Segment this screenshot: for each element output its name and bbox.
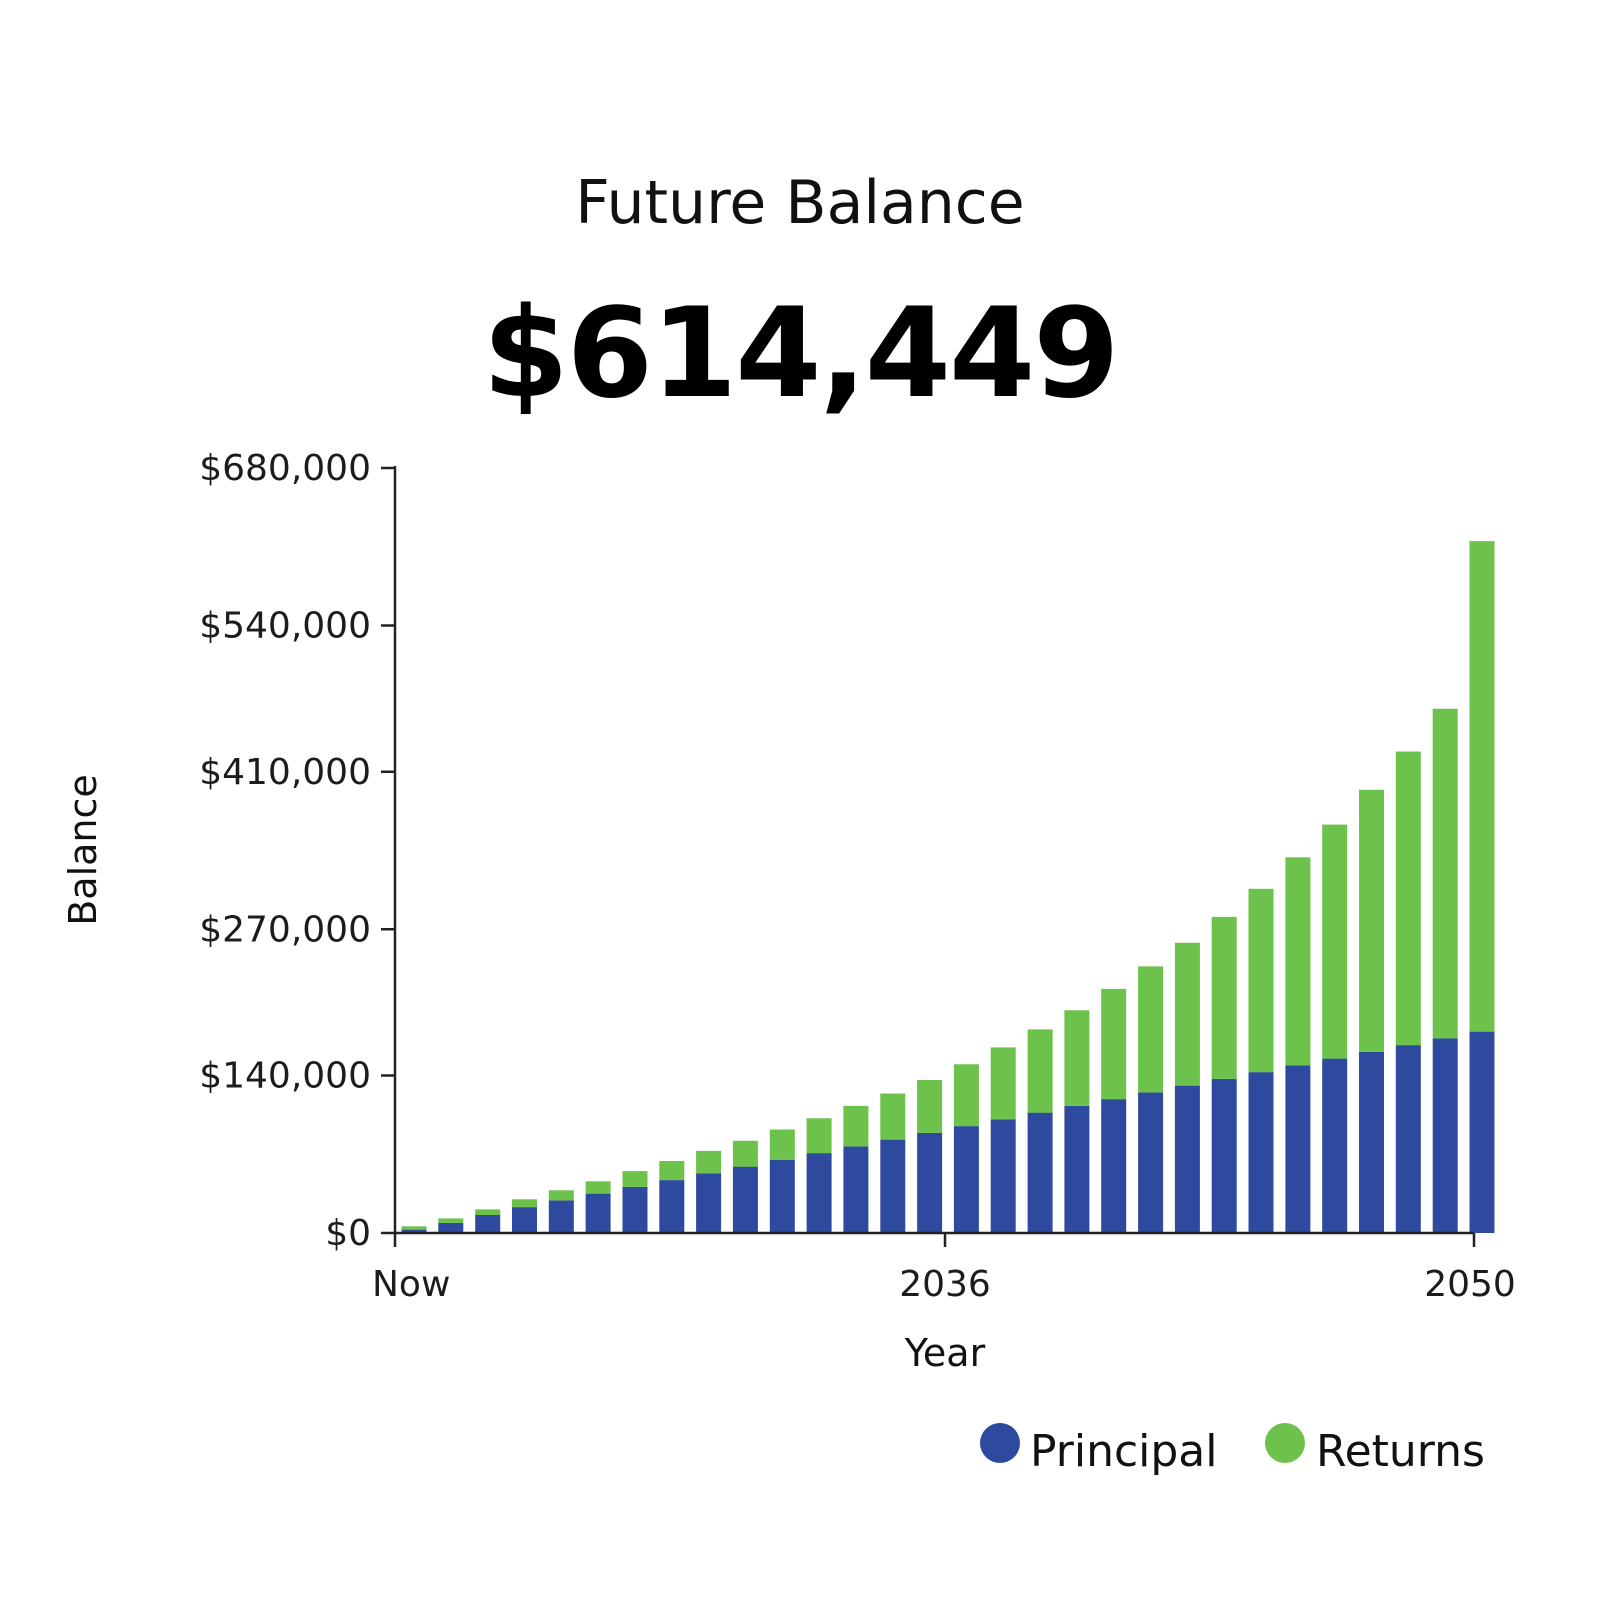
returns-bar-15 <box>953 1064 979 1127</box>
returns-bar-5 <box>585 1181 611 1194</box>
y-tick-label-0: $0 <box>325 1213 371 1254</box>
returns-bar-26 <box>1359 789 1384 1052</box>
principal-bar-16 <box>990 1119 1016 1233</box>
legend-label-returns: Returns <box>1316 1426 1485 1477</box>
returns-bar-13 <box>880 1093 906 1140</box>
returns-bar-9 <box>732 1140 758 1167</box>
y-tick-label-4: $540,000 <box>199 606 371 647</box>
returns-bar-17 <box>1027 1029 1053 1113</box>
principal-bar-19 <box>1101 1099 1127 1233</box>
principal-bar-15 <box>953 1126 979 1233</box>
legend-swatch-principal <box>980 1423 1020 1463</box>
returns-bar-6 <box>622 1171 648 1187</box>
returns-bar-18 <box>1064 1010 1090 1106</box>
x-axis-title: Year <box>904 1331 986 1375</box>
principal-bar-3 <box>512 1207 537 1233</box>
x-tick-label-1: 2036 <box>899 1264 991 1305</box>
returns-bar-0 <box>401 1226 427 1230</box>
returns-bar-1 <box>438 1218 464 1223</box>
future-balance-total: $614,449 <box>482 282 1119 426</box>
principal-bar-6 <box>622 1186 648 1233</box>
principal-bar-4 <box>548 1200 574 1233</box>
returns-bar-4 <box>548 1190 574 1201</box>
chart-title: Future Balance <box>575 168 1025 238</box>
y-axis-title: Balance <box>61 774 105 926</box>
returns-bar-16 <box>990 1047 1016 1120</box>
legend-swatch-returns <box>1265 1423 1305 1463</box>
y-tick-label-1: $140,000 <box>199 1056 371 1097</box>
y-tick-label-3: $410,000 <box>199 752 371 793</box>
x-tick-label-2: 2050 <box>1424 1264 1516 1305</box>
returns-bar-28 <box>1432 708 1458 1039</box>
y-tick-label-2: $270,000 <box>199 909 371 950</box>
returns-bar-12 <box>843 1105 869 1147</box>
returns-bar-19 <box>1101 988 1127 1100</box>
principal-bar-5 <box>585 1193 611 1233</box>
principal-bar-24 <box>1285 1065 1311 1233</box>
principal-bar-9 <box>732 1166 758 1233</box>
principal-bar-0 <box>401 1229 427 1233</box>
principal-bar-21 <box>1174 1085 1200 1233</box>
returns-bar-7 <box>659 1161 685 1181</box>
principal-bar-11 <box>806 1153 832 1233</box>
returns-bar-11 <box>806 1118 832 1154</box>
returns-bar-23 <box>1248 888 1274 1073</box>
returns-bar-22 <box>1211 916 1237 1079</box>
returns-bar-10 <box>769 1129 795 1160</box>
principal-bar-25 <box>1322 1058 1348 1233</box>
principal-bar-12 <box>843 1146 869 1233</box>
returns-bar-27 <box>1395 751 1421 1046</box>
returns-bar-25 <box>1322 824 1348 1059</box>
principal-bar-28 <box>1432 1038 1458 1233</box>
principal-bar-18 <box>1064 1105 1090 1233</box>
principal-bar-27 <box>1395 1045 1421 1233</box>
returns-bar-20 <box>1138 966 1164 1093</box>
principal-bar-22 <box>1211 1078 1237 1233</box>
principal-bar-26 <box>1359 1051 1384 1233</box>
principal-bar-23 <box>1248 1072 1274 1233</box>
y-tick-label-5: $680,000 <box>199 448 371 489</box>
x-tick-label-0: Now <box>372 1264 450 1305</box>
principal-bar-7 <box>659 1180 685 1233</box>
legend-label-principal: Principal <box>1030 1426 1218 1477</box>
principal-bar-10 <box>769 1159 795 1233</box>
principal-bar-13 <box>880 1139 906 1233</box>
principal-bar-14 <box>917 1132 943 1233</box>
principal-bar-29 <box>1469 1031 1495 1233</box>
returns-bar-2 <box>475 1209 501 1215</box>
principal-bar-2 <box>475 1215 501 1233</box>
returns-bar-8 <box>696 1150 722 1174</box>
returns-bar-24 <box>1285 857 1311 1066</box>
principal-bar-20 <box>1138 1092 1164 1233</box>
returns-bar-29 <box>1469 541 1495 1032</box>
returns-bar-21 <box>1174 942 1200 1086</box>
returns-bar-3 <box>512 1199 537 1208</box>
returns-bar-14 <box>917 1080 943 1133</box>
principal-bar-8 <box>696 1173 722 1233</box>
principal-bar-17 <box>1027 1112 1053 1233</box>
principal-bar-1 <box>438 1222 464 1233</box>
